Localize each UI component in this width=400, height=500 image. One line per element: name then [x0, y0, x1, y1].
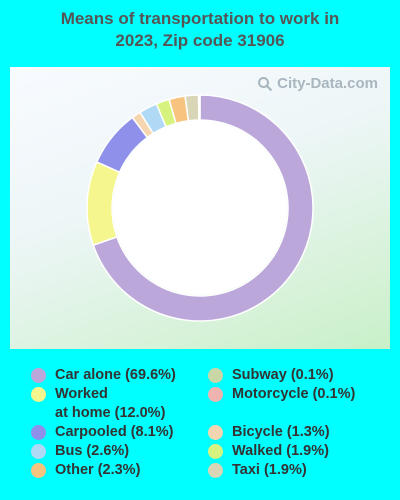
legend-item-6: Bus (2.6%)	[31, 442, 129, 461]
legend-swatch-9	[208, 463, 223, 478]
chart-title-line-2: 2023, Zip code 31906	[115, 31, 285, 50]
legend-swatch-7	[208, 444, 223, 459]
legend-swatch-1	[31, 387, 46, 402]
legend-swatch-2	[31, 425, 46, 440]
watermark-text: City-Data.com	[277, 75, 378, 92]
legend-item-3: Subway (0.1%)	[208, 366, 334, 385]
legend-label-7: Walked (1.9%)	[232, 443, 329, 459]
legend-item-0: Car alone (69.6%)	[31, 366, 176, 385]
legend-swatch-8	[31, 463, 46, 478]
chart-title-line-1: Means of transportation to work in	[60, 9, 340, 28]
legend-item-5: Bicycle (1.3%)	[208, 423, 330, 442]
donut-chart	[86, 94, 314, 322]
donut-slice-9	[184, 94, 200, 122]
legend: Car alone (69.6%) Worked at home (12.0%) C…	[0, 366, 400, 496]
legend-label-8: Other (2.3%)	[55, 462, 141, 478]
legend-swatch-4	[208, 387, 223, 402]
legend-swatch-6	[31, 444, 46, 459]
donut-slice-4	[198, 94, 201, 121]
chart-title: Means of transportation to work in 2023,…	[0, 8, 400, 52]
magnifier-icon	[258, 76, 273, 91]
legend-swatch-3	[208, 368, 223, 383]
legend-item-4: Motorcycle (0.1%)	[208, 385, 355, 404]
donut-slice-0	[92, 94, 314, 322]
legend-item-9: Taxi (1.9%)	[208, 461, 307, 480]
legend-swatch-0	[31, 368, 46, 383]
legend-swatch-5	[208, 425, 223, 440]
legend-label-9: Taxi (1.9%)	[232, 462, 307, 478]
legend-label-5: Bicycle (1.3%)	[232, 424, 330, 440]
legend-label-1: Worked at home (12.0%)	[55, 386, 166, 421]
legend-label-0: Car alone (69.6%)	[55, 367, 176, 383]
legend-item-8: Other (2.3%)	[31, 461, 140, 480]
donut-hole	[113, 121, 287, 295]
watermark: City-Data.com	[257, 75, 378, 92]
legend-label-2: Carpooled (8.1%)	[55, 424, 174, 440]
legend-label-3: Subway (0.1%)	[232, 367, 334, 383]
legend-item-1: Worked at home (12.0%)	[31, 385, 165, 423]
legend-label-4: Motorcycle (0.1%)	[232, 386, 356, 402]
legend-item-2: Carpooled (8.1%)	[31, 423, 173, 442]
legend-item-7: Walked (1.9%)	[208, 442, 329, 461]
chart-panel: City-Data.com	[10, 67, 390, 349]
legend-label-6: Bus (2.6%)	[55, 443, 130, 459]
